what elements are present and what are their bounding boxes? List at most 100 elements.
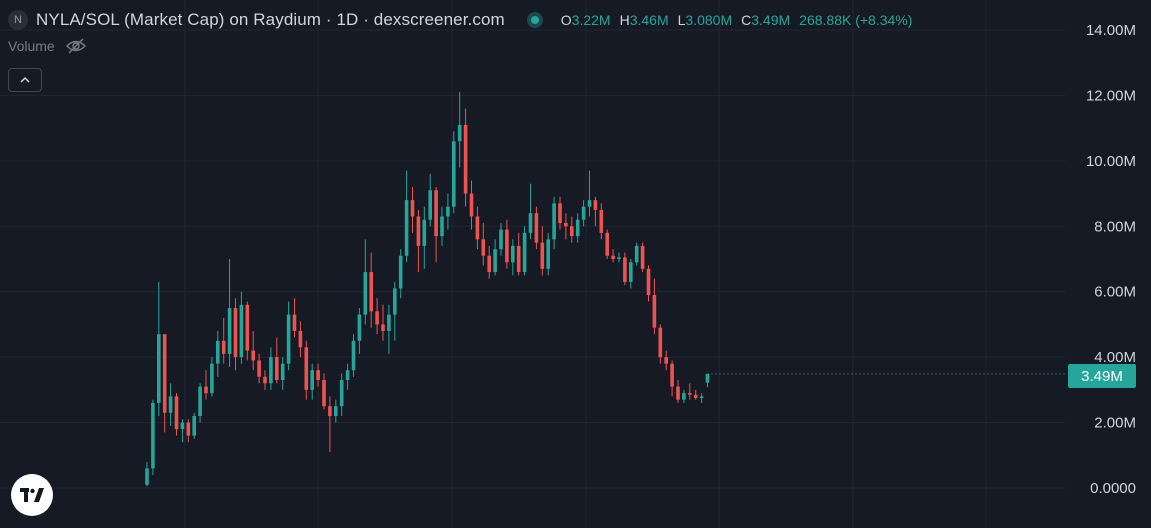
candle-body: [534, 213, 539, 243]
price-axis[interactable]: 0.0000 2.00M 4.00M 6.00M 8.00M 10.00M 12.00M 14…: [1086, 22, 1136, 497]
candle-body: [280, 363, 285, 381]
candle-body: [481, 239, 486, 256]
y-tick-label: 12.00M: [1086, 87, 1136, 104]
chart-header: N NYLA/SOL (Market Cap) on Raydium · 1D …: [8, 8, 921, 32]
candle-body: [198, 386, 202, 417]
candle-body: [157, 334, 161, 403]
y-tick-label: 0.0000: [1090, 480, 1136, 497]
candle-body: [269, 357, 273, 384]
candle-body: [629, 262, 633, 282]
candle-body: [658, 327, 663, 358]
candle-body: [611, 255, 615, 259]
candle-body: [162, 334, 167, 413]
candle-body: [257, 360, 261, 377]
tradingview-logo-icon[interactable]: [11, 474, 53, 516]
candle-body: [452, 141, 456, 207]
candle-body: [558, 203, 562, 224]
volume-label: Volume: [8, 38, 55, 54]
candle-body: [345, 370, 350, 381]
candle-body: [457, 124, 462, 142]
candle-body: [670, 363, 674, 387]
candle-body: [440, 216, 444, 237]
candle-body: [664, 357, 668, 364]
candle-body: [328, 406, 332, 417]
candle-body: [310, 370, 314, 390]
candle-body: [599, 209, 604, 233]
candle-body: [422, 219, 427, 246]
candle-body: [434, 190, 438, 237]
tradingview-mark-icon: [20, 488, 44, 502]
candle-body: [528, 213, 533, 233]
y-tick-label: 10.00M: [1086, 153, 1136, 170]
volume-legend: Volume: [8, 38, 87, 54]
high-label: H: [619, 12, 630, 28]
candle-body: [286, 314, 291, 364]
candle-body: [251, 350, 255, 361]
candle-body: [145, 468, 149, 485]
last-price-label: 3.49M: [1068, 364, 1136, 388]
symbol-icon: N: [8, 10, 28, 30]
candle-body: [216, 340, 220, 364]
candle-body: [428, 190, 432, 220]
candle-body: [617, 257, 621, 259]
low-value: 3.080M: [685, 12, 733, 28]
candle-body: [239, 304, 244, 358]
chevron-up-icon: [20, 76, 30, 83]
candle-body: [516, 245, 521, 273]
y-tick-label: 6.00M: [1094, 284, 1136, 301]
candle-body: [174, 396, 179, 430]
candle-body: [151, 402, 155, 469]
candle-body: [652, 294, 657, 328]
candle-body: [275, 357, 279, 381]
candle-body: [676, 386, 680, 400]
open-label: O: [560, 12, 572, 28]
candle-body: [204, 386, 208, 394]
candle-body: [540, 242, 545, 269]
candle-body: [487, 255, 491, 273]
y-tick-label: 14.00M: [1086, 22, 1136, 39]
high-value: 3.46M: [629, 12, 669, 28]
candle-body: [227, 308, 232, 354]
candle-body: [221, 340, 226, 354]
candle-body: [475, 216, 480, 240]
candle-body: [410, 200, 415, 217]
candle-body: [292, 314, 297, 331]
candle-body: [334, 406, 338, 417]
candle-body: [381, 324, 385, 331]
candle-body: [705, 373, 710, 383]
candle-body: [180, 422, 185, 430]
candle-body: [699, 396, 704, 399]
candle-body: [623, 257, 627, 282]
candles: [145, 92, 1065, 487]
candle-body: [398, 255, 403, 289]
change-value: 268.88K (+8.34%): [799, 12, 913, 28]
close-label: C: [741, 12, 752, 28]
candle-body: [168, 396, 173, 413]
candle-body: [463, 124, 468, 194]
candle-body: [593, 200, 598, 210]
candle-body: [469, 193, 474, 217]
candle-body: [640, 245, 645, 269]
candle-body: [404, 200, 409, 256]
collapse-legend-button[interactable]: [8, 68, 42, 92]
candle-body: [339, 380, 344, 407]
candle-body: [446, 206, 450, 217]
candle-body: [688, 393, 692, 395]
ohlc-values: O 3.22M H 3.46M L 3.080M C 3.49M 268.88K…: [561, 12, 922, 28]
candle-body: [186, 422, 191, 436]
candle-body: [564, 223, 568, 227]
candle-body: [363, 272, 368, 315]
candle-body: [416, 216, 421, 246]
candle-body: [369, 272, 373, 312]
candle-body: [646, 268, 651, 295]
candle-body: [322, 380, 326, 407]
candle-body: [587, 200, 592, 207]
live-status-icon: [526, 12, 543, 28]
eye-crossed-icon[interactable]: [65, 38, 87, 54]
candle-body: [316, 370, 320, 381]
candle-body: [575, 219, 580, 237]
y-tick-label: 8.00M: [1094, 218, 1136, 235]
open-value: 3.22M: [571, 12, 611, 28]
candle-body: [682, 393, 686, 400]
